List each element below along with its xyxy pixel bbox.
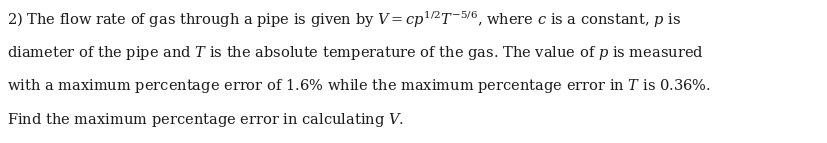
Text: Find the maximum percentage error in calculating $V$.: Find the maximum percentage error in cal… (7, 111, 403, 129)
Text: diameter of the pipe and $T$ is the absolute temperature of the gas. The value o: diameter of the pipe and $T$ is the abso… (7, 44, 702, 62)
Text: with a maximum percentage error of 1.6% while the maximum percentage error in $T: with a maximum percentage error of 1.6% … (7, 77, 710, 95)
Text: 2) The flow rate of gas through a pipe is given by $V = cp^{1/2}T^{-5/6}$, where: 2) The flow rate of gas through a pipe i… (7, 10, 680, 30)
